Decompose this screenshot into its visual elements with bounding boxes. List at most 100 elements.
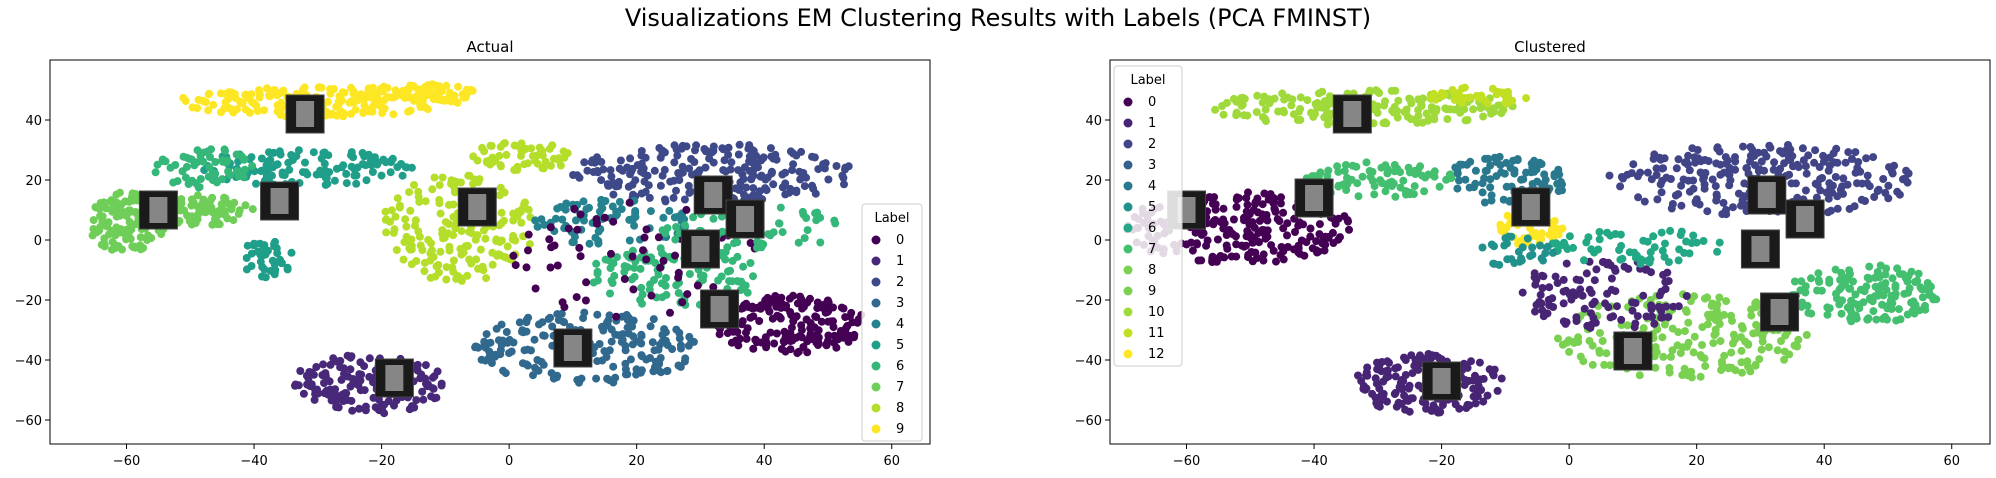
scatter-point <box>1666 352 1675 361</box>
scatter-point <box>517 218 526 227</box>
scatter-point <box>1588 300 1597 309</box>
scatter-point <box>1879 291 1888 300</box>
scatter-point <box>1802 169 1811 178</box>
scatter-point <box>1210 193 1219 202</box>
scatter-point <box>662 290 671 299</box>
scatter-point <box>607 325 616 334</box>
scatter-point <box>493 251 502 260</box>
scatter-point <box>797 321 806 330</box>
scatter-point <box>1258 200 1267 209</box>
scatter-point <box>1616 182 1625 191</box>
scatter-point <box>674 361 683 370</box>
scatter-point <box>502 150 511 159</box>
scatter-point <box>300 83 309 92</box>
scatter-point <box>838 171 847 180</box>
scatter-point <box>441 96 449 105</box>
scatter-point <box>660 325 669 334</box>
y-tick-label: −60 <box>15 414 42 429</box>
scatter-point <box>166 163 175 172</box>
scatter-point <box>1424 170 1433 179</box>
figure-suptitle: Visualizations EM Clustering Results wit… <box>624 4 1372 32</box>
scatter-point <box>747 304 756 313</box>
scatter-point <box>759 154 768 162</box>
scatter-point <box>125 197 134 206</box>
scatter-point <box>499 216 508 225</box>
scatter-point <box>755 317 764 325</box>
scatter-point <box>1400 353 1408 362</box>
scatter-point <box>657 368 665 377</box>
scatter-point <box>789 160 798 169</box>
scatter-point <box>241 201 250 210</box>
scatter-point <box>428 185 437 194</box>
scatter-point <box>674 289 683 297</box>
y-tick-label: 0 <box>1094 234 1102 249</box>
scatter-point <box>1503 88 1512 97</box>
scatter-point <box>480 337 489 346</box>
scatter-point <box>740 190 748 199</box>
scatter-point <box>727 158 736 167</box>
scatter-point <box>1628 306 1637 315</box>
scatter-point <box>1251 198 1260 207</box>
scatter-point <box>1462 377 1471 386</box>
scatter-point <box>1408 394 1417 403</box>
scatter-point <box>684 341 693 350</box>
scatter-point <box>638 299 646 308</box>
scatter-point <box>1685 187 1694 196</box>
scatter-point <box>1744 340 1753 349</box>
scatter-point <box>771 150 780 159</box>
scatter-point <box>592 215 601 224</box>
scatter-point <box>766 328 775 337</box>
scatter-point <box>614 331 623 340</box>
scatter-point <box>1503 255 1512 264</box>
scatter-point <box>1881 188 1890 197</box>
scatter-point <box>802 214 811 222</box>
scatter-point <box>125 224 134 233</box>
legend-entry: 6 <box>1148 221 1156 236</box>
scatter-point <box>1562 259 1571 268</box>
x-tick-label: −20 <box>1428 454 1455 469</box>
scatter-point <box>347 151 355 160</box>
scatter-point <box>628 340 637 349</box>
scatter-point <box>637 189 646 198</box>
scatter-point <box>383 93 392 101</box>
scatter-point <box>486 156 495 165</box>
scatter-point <box>658 249 666 258</box>
scatter-point <box>1523 234 1532 243</box>
scatter-point <box>474 264 483 273</box>
scatter-point <box>1828 188 1837 197</box>
scatter-point <box>1209 220 1218 229</box>
scatter-point <box>733 277 742 286</box>
scatter-point <box>534 366 543 375</box>
scatter-point <box>465 227 474 236</box>
scatter-point <box>1324 233 1333 242</box>
plot-1: −60 −40 −20 0 20 40 60−60−40−2002040ActualLabe… <box>15 38 931 469</box>
scatter-point <box>1916 283 1925 292</box>
scatter-point <box>1589 314 1598 322</box>
scatter-point <box>492 324 501 333</box>
scatter-point <box>1548 248 1557 257</box>
scatter-point <box>1325 92 1334 101</box>
scatter-point <box>658 171 667 180</box>
scatter-point <box>1390 161 1399 169</box>
scatter-point <box>739 304 748 312</box>
scatter-point <box>1191 228 1200 237</box>
scatter-point <box>1382 373 1391 382</box>
scatter-point <box>387 206 396 215</box>
scatter-point <box>678 168 687 177</box>
scatter-point <box>718 144 727 153</box>
scatter-point <box>412 396 421 405</box>
scatter-point <box>1320 97 1329 106</box>
scatter-point <box>1243 111 1252 120</box>
scatter-point <box>1536 290 1545 299</box>
legend-entry: 2 <box>1148 137 1156 152</box>
scatter-point <box>1340 167 1349 175</box>
legend-box <box>861 203 923 442</box>
scatter-point <box>1458 98 1466 107</box>
scatter-point <box>1713 247 1722 256</box>
scatter-point <box>637 339 646 348</box>
scatter-point <box>188 176 197 185</box>
legend-marker <box>871 256 881 266</box>
scatter-point <box>1390 390 1399 398</box>
scatter-point <box>1453 184 1462 193</box>
scatter-point <box>350 171 359 180</box>
